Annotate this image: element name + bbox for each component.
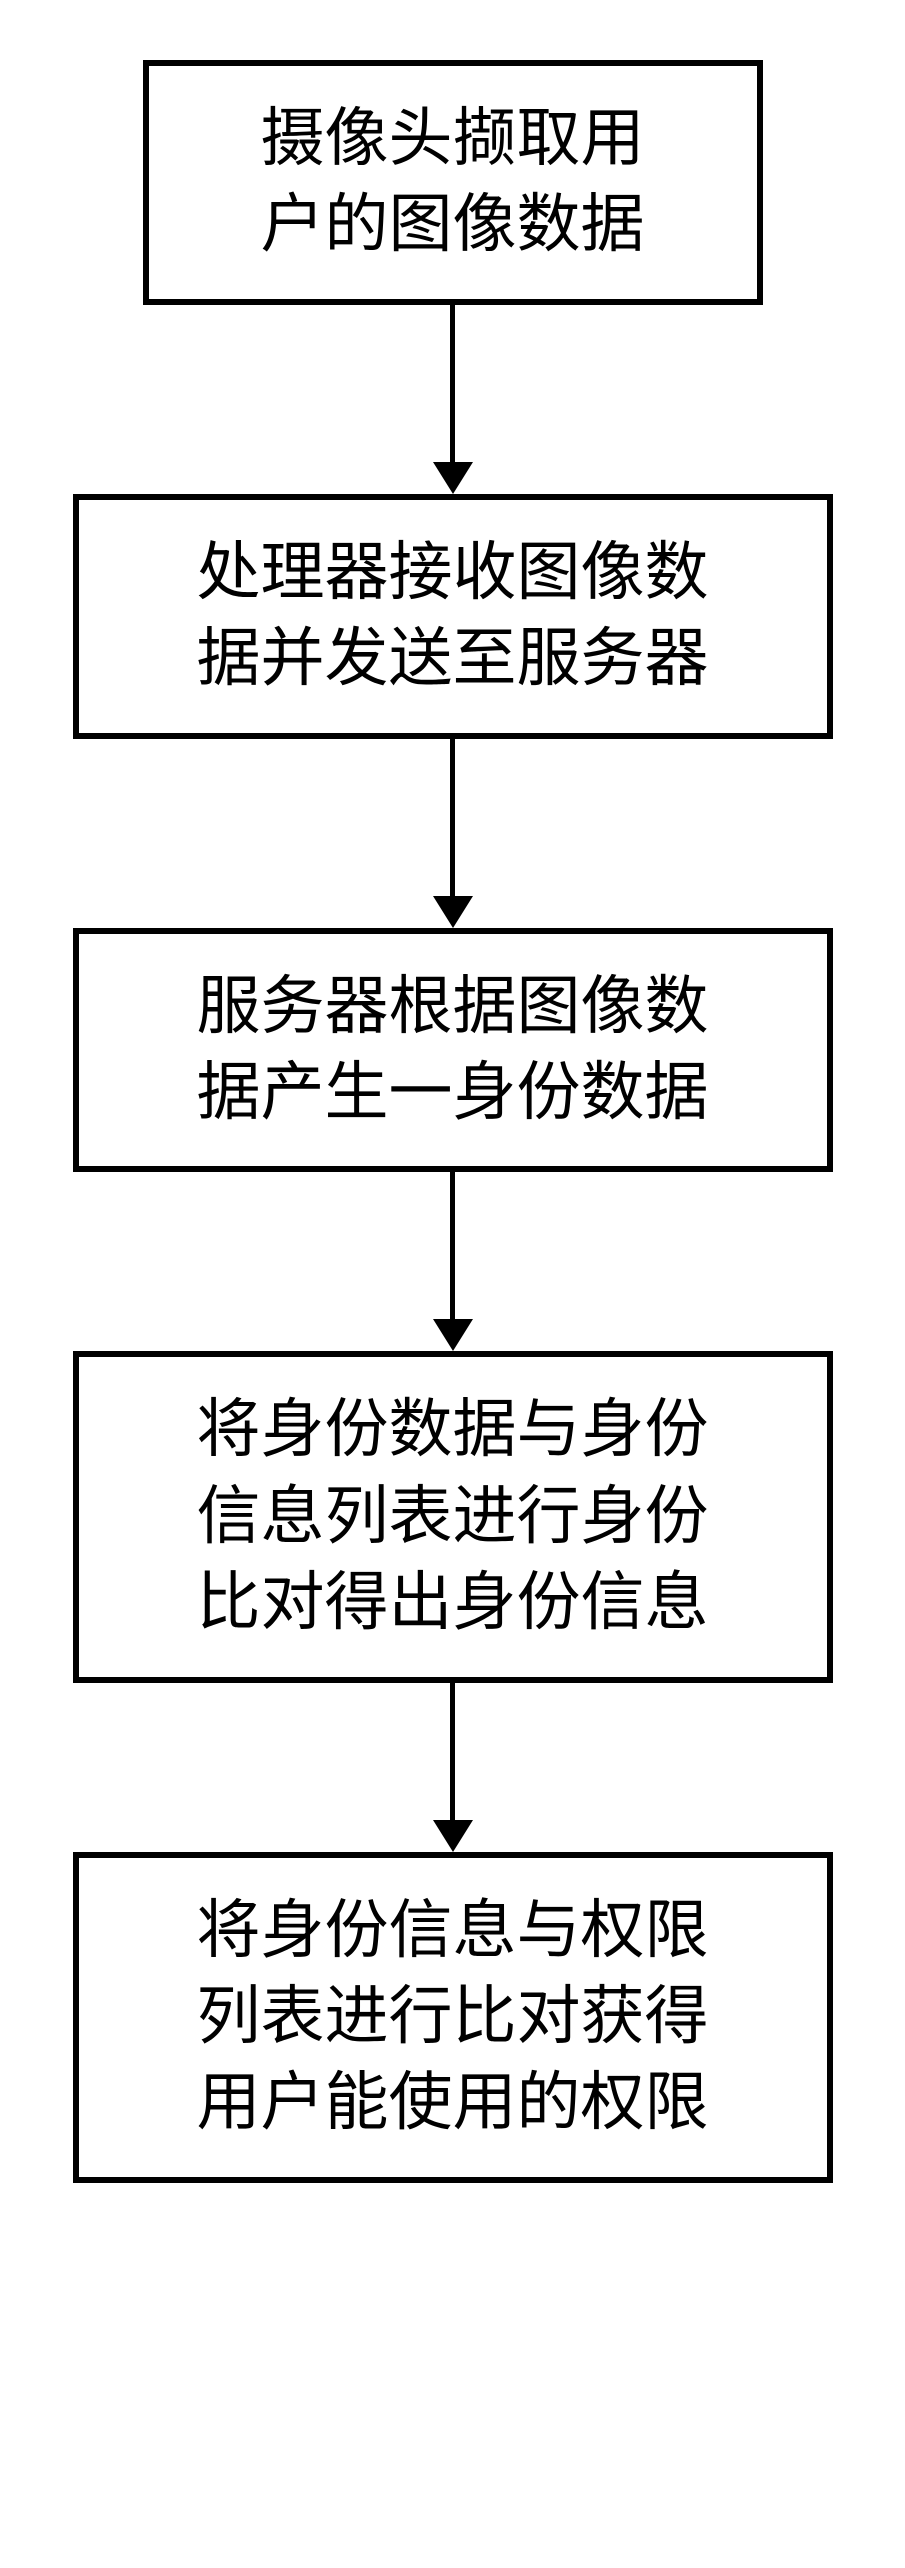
flowchart-node-2: 处理器接收图像数 据并发送至服务器 xyxy=(73,494,833,739)
flowchart-node-1: 摄像头撷取用 户的图像数据 xyxy=(143,60,763,305)
flowchart-container: 摄像头撷取用 户的图像数据 处理器接收图像数 据并发送至服务器 服务器根据图像数… xyxy=(43,60,863,2183)
flowchart-node-4: 将身份数据与身份 信息列表进行身份 比对得出身份信息 xyxy=(73,1351,833,1682)
arrow-line xyxy=(450,305,455,463)
arrow-head-icon xyxy=(433,896,473,928)
arrow-line xyxy=(450,1683,455,1821)
arrow-1 xyxy=(433,305,473,494)
flowchart-node-3: 服务器根据图像数 据产生一身份数据 xyxy=(73,928,833,1173)
node-text: 处理器接收图像数 据并发送至服务器 xyxy=(197,530,709,703)
arrow-head-icon xyxy=(433,1319,473,1351)
arrow-line xyxy=(450,739,455,897)
flowchart-node-5: 将身份信息与权限 列表进行比对获得 用户能使用的权限 xyxy=(73,1852,833,2183)
arrow-head-icon xyxy=(433,1820,473,1852)
arrow-line xyxy=(450,1172,455,1320)
node-text: 摄像头撷取用 户的图像数据 xyxy=(261,96,645,269)
arrow-head-icon xyxy=(433,462,473,494)
arrow-3 xyxy=(433,1172,473,1351)
node-text: 将身份信息与权限 列表进行比对获得 用户能使用的权限 xyxy=(197,1888,709,2147)
arrow-2 xyxy=(433,739,473,928)
node-text: 将身份数据与身份 信息列表进行身份 比对得出身份信息 xyxy=(197,1387,709,1646)
node-text: 服务器根据图像数 据产生一身份数据 xyxy=(197,964,709,1137)
arrow-4 xyxy=(433,1683,473,1852)
